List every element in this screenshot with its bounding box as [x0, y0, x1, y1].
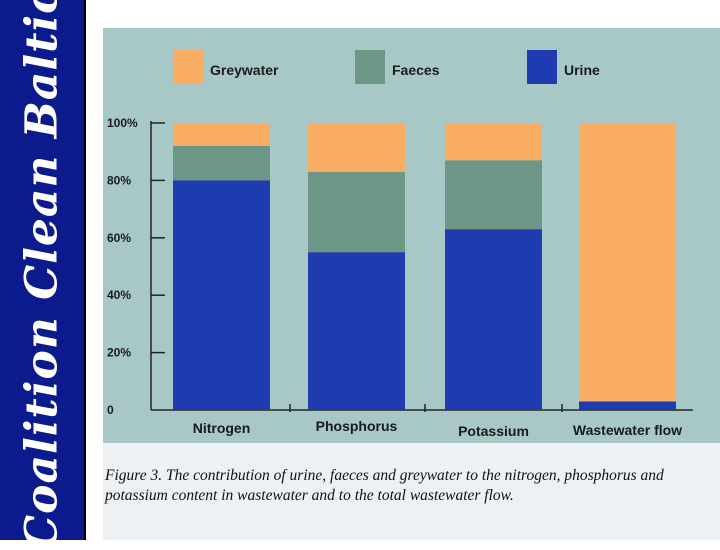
x-label-potassium: Potassium	[458, 423, 529, 439]
legend-swatch-urine	[527, 50, 557, 84]
y-tick-label-1: 20%	[107, 346, 131, 360]
bar-phosphorus-faeces	[308, 171, 405, 253]
legend-label-urine: Urine	[564, 62, 600, 78]
bar-potassium-greywater	[445, 123, 542, 161]
figure: Greywater Faeces Urine 0 20% 40% 60% 80% 100% N…	[103, 28, 720, 540]
bar-nitrogen-urine	[173, 180, 270, 410]
bar-potassium-urine	[445, 229, 542, 410]
bar-nitrogen-greywater	[173, 123, 270, 146]
x-axis-labels: Nitrogen Phosphorus Potassium Wastewater fl…	[193, 418, 682, 439]
bar-nitrogen-faeces	[173, 145, 270, 181]
bar-wastewater-flow-greywater	[579, 123, 676, 402]
legend-label-greywater: Greywater	[210, 62, 279, 78]
logo-text: Coalition Clean Baltic	[16, 0, 68, 550]
bars	[173, 123, 676, 410]
bar-wastewater-flow-urine	[579, 401, 676, 410]
bar-potassium-faeces	[445, 160, 542, 230]
x-label-wastewater-flow: Wastewater flow	[573, 422, 682, 438]
legend-swatch-greywater	[173, 50, 203, 84]
y-tick-label-5: 100%	[107, 116, 138, 130]
y-tick-label-3: 60%	[107, 231, 131, 245]
sidebar-logo-panel: Coalition Clean Baltic	[0, 0, 86, 550]
legend-label-faeces: Faeces	[392, 62, 440, 78]
y-tick-label-2: 40%	[107, 288, 131, 302]
stacked-bar-chart: Greywater Faeces Urine 0 20% 40% 60% 80% 100% N…	[103, 28, 720, 443]
x-label-phosphorus: Phosphorus	[316, 418, 398, 434]
x-label-nitrogen: Nitrogen	[193, 420, 251, 436]
bar-phosphorus-greywater	[308, 123, 405, 172]
y-tick-label-4: 80%	[107, 173, 131, 187]
y-tick-label-0: 0	[107, 403, 114, 417]
bar-phosphorus-urine	[308, 252, 405, 410]
legend: Greywater Faeces Urine	[173, 50, 600, 84]
legend-swatch-faeces	[355, 50, 385, 84]
figure-caption: Figure 3. The contribution of urine, fae…	[105, 467, 664, 504]
